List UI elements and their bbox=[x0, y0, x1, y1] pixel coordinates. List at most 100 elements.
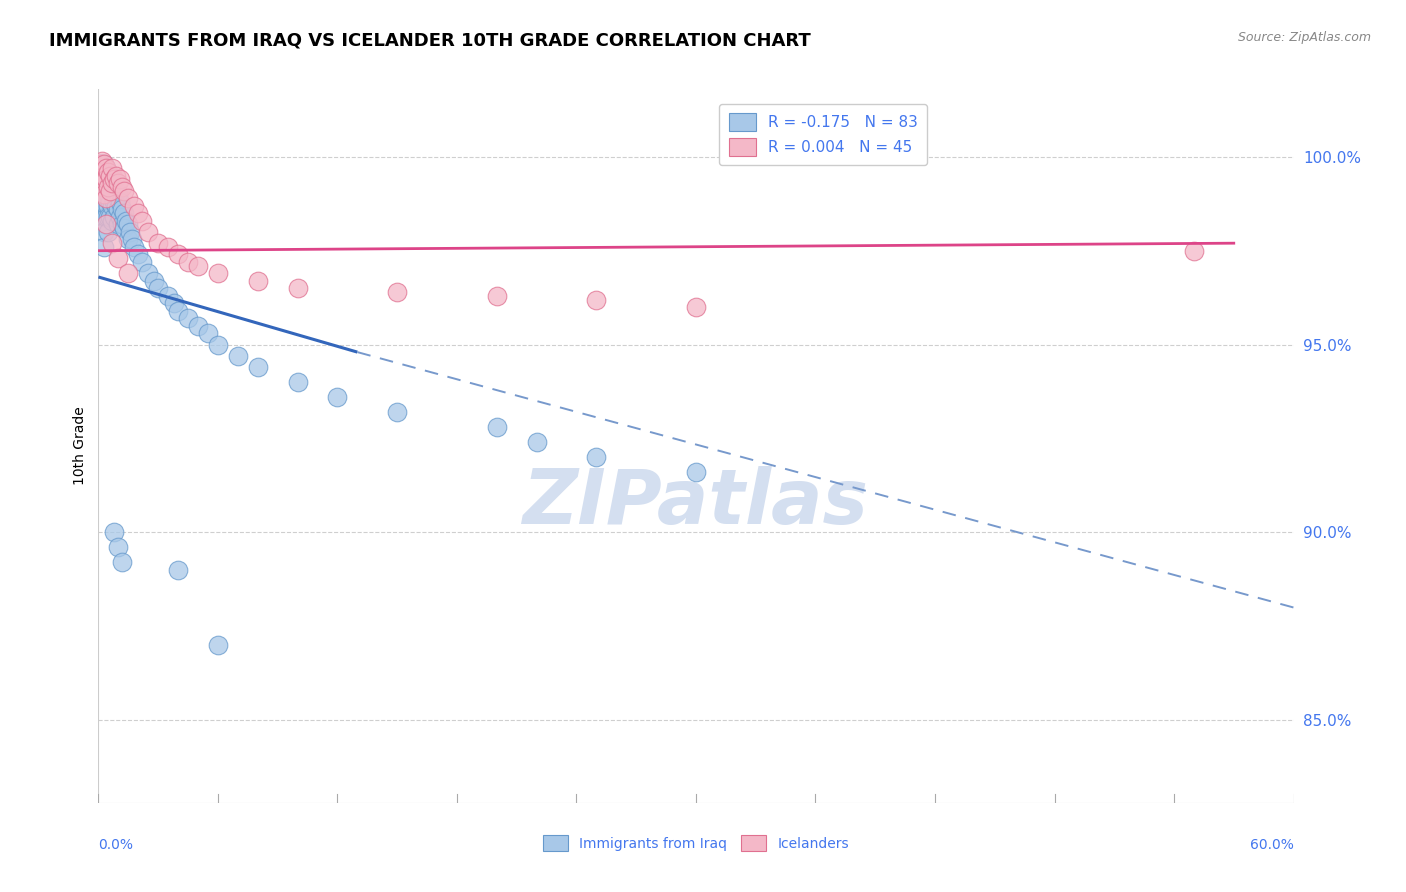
Point bbox=[112, 206, 135, 220]
Point bbox=[107, 176, 129, 190]
Point bbox=[167, 247, 190, 261]
Point bbox=[207, 266, 229, 280]
Point bbox=[177, 311, 200, 326]
Point bbox=[97, 187, 120, 202]
Text: ZIPatlas: ZIPatlas bbox=[523, 467, 869, 540]
Point bbox=[96, 199, 118, 213]
Point bbox=[101, 236, 124, 251]
Point bbox=[111, 179, 134, 194]
Point bbox=[110, 172, 132, 186]
Point bbox=[287, 281, 309, 295]
Point bbox=[167, 563, 190, 577]
Point bbox=[98, 184, 122, 198]
Point bbox=[107, 251, 129, 265]
Point bbox=[93, 240, 115, 254]
Point bbox=[148, 281, 170, 295]
Point bbox=[117, 266, 139, 280]
Y-axis label: 10th Grade: 10th Grade bbox=[73, 407, 87, 485]
Point bbox=[101, 176, 124, 190]
Point bbox=[91, 176, 114, 190]
Point bbox=[101, 187, 124, 202]
Point bbox=[127, 206, 149, 220]
Point bbox=[89, 165, 111, 179]
Point bbox=[89, 172, 111, 186]
Point bbox=[187, 259, 209, 273]
Point bbox=[89, 157, 111, 171]
Point bbox=[157, 240, 180, 254]
Point bbox=[117, 191, 139, 205]
Point bbox=[326, 390, 349, 404]
Legend: Immigrants from Iraq, Icelanders: Immigrants from Iraq, Icelanders bbox=[537, 830, 855, 856]
Point bbox=[143, 274, 166, 288]
Point bbox=[97, 225, 120, 239]
Point bbox=[91, 165, 114, 179]
Point bbox=[103, 210, 125, 224]
Point bbox=[226, 349, 249, 363]
Point bbox=[167, 303, 190, 318]
Point bbox=[93, 187, 115, 202]
Point bbox=[485, 420, 508, 434]
Point bbox=[89, 172, 111, 186]
Point bbox=[103, 179, 125, 194]
Point bbox=[246, 360, 269, 375]
Point bbox=[685, 300, 707, 314]
Point bbox=[89, 157, 111, 171]
Point bbox=[98, 194, 122, 209]
Point bbox=[91, 202, 114, 217]
Point bbox=[287, 375, 309, 389]
Point bbox=[101, 199, 124, 213]
Point bbox=[131, 213, 153, 227]
Point bbox=[103, 172, 125, 186]
Point bbox=[187, 318, 209, 333]
Point bbox=[101, 176, 124, 190]
Point bbox=[157, 289, 180, 303]
Point bbox=[105, 184, 128, 198]
Point bbox=[93, 169, 115, 183]
Point bbox=[136, 266, 159, 280]
Point bbox=[98, 169, 122, 183]
Point bbox=[120, 225, 142, 239]
Point bbox=[112, 184, 135, 198]
Point bbox=[163, 296, 186, 310]
Point bbox=[115, 213, 138, 227]
Point bbox=[96, 172, 118, 186]
Point bbox=[111, 218, 134, 232]
Point bbox=[148, 236, 170, 251]
Point bbox=[107, 541, 129, 555]
Point bbox=[110, 194, 132, 209]
Point bbox=[93, 199, 115, 213]
Point bbox=[111, 556, 134, 570]
Point bbox=[93, 191, 115, 205]
Point bbox=[89, 179, 111, 194]
Point bbox=[197, 326, 219, 341]
Point bbox=[96, 184, 118, 198]
Point bbox=[105, 199, 128, 213]
Point bbox=[91, 187, 114, 202]
Point bbox=[136, 225, 159, 239]
Point bbox=[93, 210, 115, 224]
Point bbox=[93, 225, 115, 239]
Point bbox=[93, 169, 115, 183]
Point bbox=[207, 638, 229, 652]
Point bbox=[97, 210, 120, 224]
Point bbox=[105, 169, 128, 183]
Point bbox=[117, 218, 139, 232]
Point bbox=[112, 221, 135, 235]
Point bbox=[124, 199, 146, 213]
Point bbox=[91, 153, 114, 168]
Point bbox=[111, 202, 134, 217]
Point bbox=[526, 435, 548, 450]
Point bbox=[101, 213, 124, 227]
Point bbox=[97, 165, 120, 179]
Point bbox=[97, 199, 120, 213]
Text: Source: ZipAtlas.com: Source: ZipAtlas.com bbox=[1237, 31, 1371, 45]
Point bbox=[110, 210, 132, 224]
Point bbox=[91, 213, 114, 227]
Point bbox=[93, 157, 115, 171]
Point bbox=[98, 210, 122, 224]
Point bbox=[98, 184, 122, 198]
Point bbox=[98, 169, 122, 183]
Point bbox=[1182, 244, 1205, 258]
Point bbox=[97, 172, 120, 186]
Point bbox=[103, 525, 125, 540]
